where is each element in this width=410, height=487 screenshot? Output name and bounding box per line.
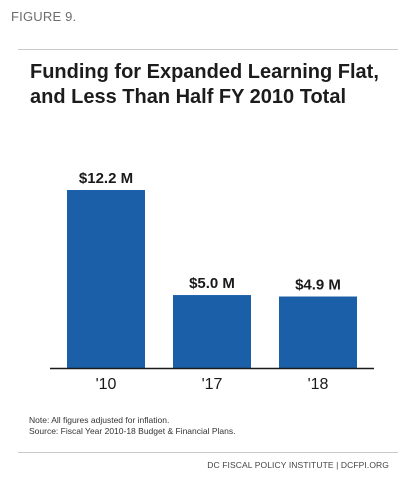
- note-source: Source: Fiscal Year 2010-18 Budget & Fin…: [29, 426, 236, 436]
- data-label-2: $4.9 M: [295, 277, 341, 294]
- bottom-divider: [18, 452, 398, 453]
- bar-0: [67, 190, 145, 368]
- chart-title: Funding for Expanded Learning Flat, and …: [30, 61, 379, 108]
- top-divider: [18, 49, 398, 50]
- chart-notes: Note: All figures adjusted for inflation…: [29, 415, 236, 437]
- x-tick-label-2: '18: [308, 376, 329, 393]
- note-inflation: Note: All figures adjusted for inflation…: [29, 415, 170, 425]
- x-tick-label-0: '10: [96, 376, 117, 393]
- figure-label: FIGURE 9.: [11, 9, 77, 24]
- bar-2: [279, 296, 357, 368]
- footer-credit: DC FISCAL POLICY INSTITUTE | DCFPI.ORG: [207, 460, 389, 470]
- data-label-0: $12.2 M: [79, 170, 133, 187]
- data-label-1: $5.0 M: [189, 275, 235, 292]
- x-tick-label-1: '17: [202, 376, 223, 393]
- bar-1: [173, 295, 251, 368]
